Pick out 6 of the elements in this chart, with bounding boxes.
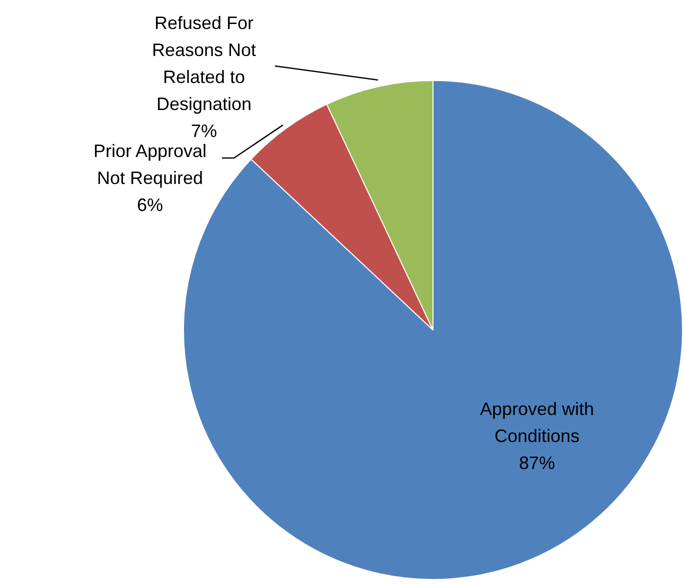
slice-label: Refused For Reasons Not Related to Designation xyxy=(152,12,256,114)
slice-label: Prior Approval Not Required xyxy=(93,140,207,188)
data-label: 7% xyxy=(190,120,218,141)
data-label: 6% xyxy=(136,194,164,215)
slice-label: Approved with Conditions xyxy=(480,398,594,446)
data-label: 87% xyxy=(518,452,556,473)
